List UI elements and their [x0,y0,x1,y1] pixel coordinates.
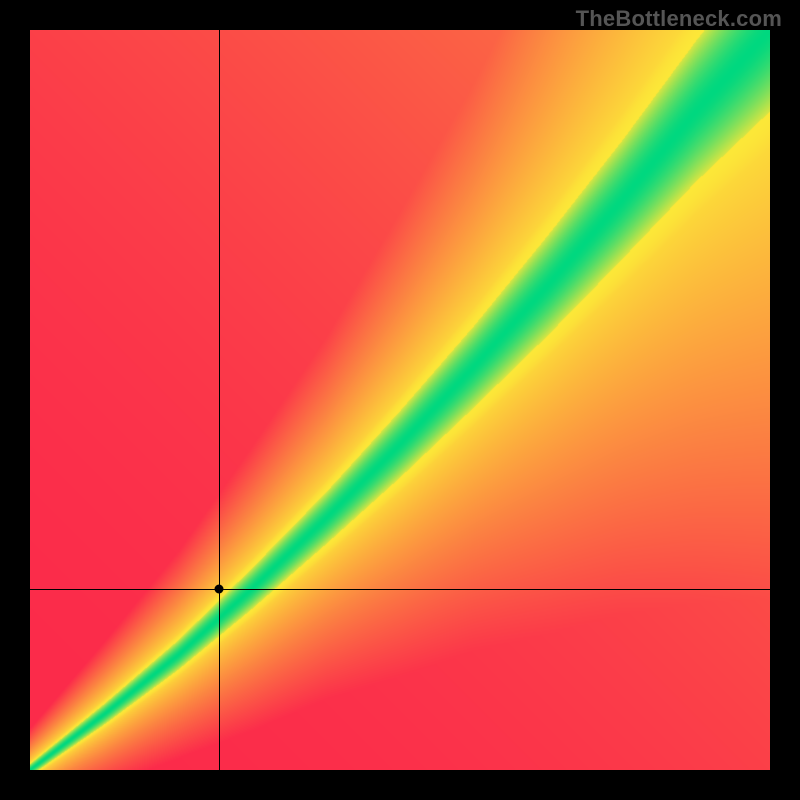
crosshair-vertical [219,30,220,770]
bottleneck-heatmap [30,30,770,770]
crosshair-horizontal [30,589,770,590]
watermark-text: TheBottleneck.com [576,6,782,32]
crosshair-marker [214,584,223,593]
